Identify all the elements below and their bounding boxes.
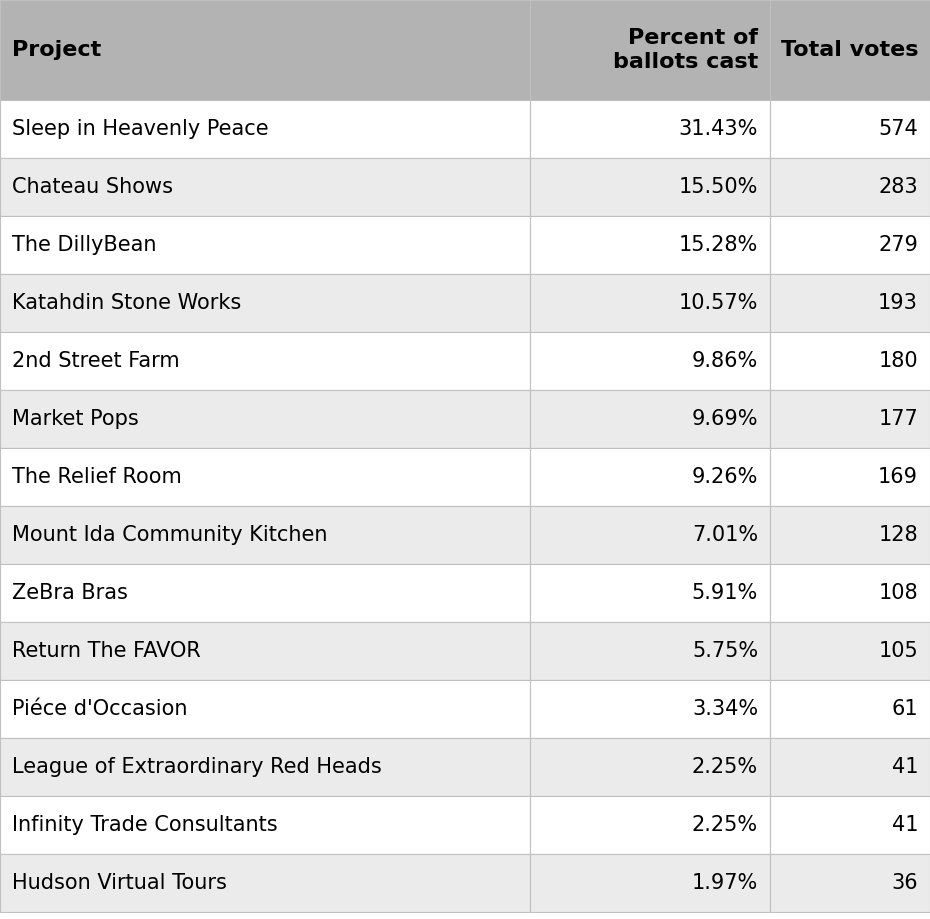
Text: 2nd Street Farm: 2nd Street Farm xyxy=(12,351,179,371)
Text: 36: 36 xyxy=(891,873,918,893)
Text: Chateau Shows: Chateau Shows xyxy=(12,177,173,197)
Bar xyxy=(770,506,930,564)
Text: 574: 574 xyxy=(878,119,918,139)
Text: Infinity Trade Consultants: Infinity Trade Consultants xyxy=(12,815,278,835)
Bar xyxy=(770,622,930,680)
Text: 108: 108 xyxy=(878,583,918,603)
Text: 9.26%: 9.26% xyxy=(692,467,758,487)
Bar xyxy=(530,564,770,622)
Bar xyxy=(0,216,530,274)
Bar xyxy=(530,622,770,680)
Text: Percent of
ballots cast: Percent of ballots cast xyxy=(613,28,758,72)
Text: Return The FAVOR: Return The FAVOR xyxy=(12,641,201,661)
Bar xyxy=(0,854,530,912)
Bar xyxy=(770,390,930,448)
Text: Total votes: Total votes xyxy=(780,40,918,60)
Text: 41: 41 xyxy=(892,757,918,777)
Bar xyxy=(0,622,530,680)
Bar xyxy=(530,158,770,216)
Bar xyxy=(770,158,930,216)
Text: 9.86%: 9.86% xyxy=(692,351,758,371)
Bar xyxy=(770,564,930,622)
Bar xyxy=(0,332,530,390)
Bar xyxy=(770,796,930,854)
Bar xyxy=(770,100,930,158)
Text: 7.01%: 7.01% xyxy=(692,525,758,545)
Text: 61: 61 xyxy=(891,699,918,719)
Bar xyxy=(770,0,930,100)
Text: 177: 177 xyxy=(878,409,918,429)
Text: 283: 283 xyxy=(878,177,918,197)
Bar xyxy=(0,158,530,216)
Text: 15.28%: 15.28% xyxy=(679,235,758,255)
Text: 41: 41 xyxy=(892,815,918,835)
Bar xyxy=(530,796,770,854)
Bar xyxy=(0,274,530,332)
Text: 128: 128 xyxy=(878,525,918,545)
Text: 105: 105 xyxy=(878,641,918,661)
Bar xyxy=(530,506,770,564)
Bar xyxy=(530,390,770,448)
Bar xyxy=(0,100,530,158)
Text: 193: 193 xyxy=(878,293,918,313)
Text: Market Pops: Market Pops xyxy=(12,409,139,429)
Bar xyxy=(0,506,530,564)
Bar xyxy=(0,796,530,854)
Text: 3.34%: 3.34% xyxy=(692,699,758,719)
Bar xyxy=(530,0,770,100)
Text: 15.50%: 15.50% xyxy=(679,177,758,197)
Text: 2.25%: 2.25% xyxy=(692,757,758,777)
Text: 9.69%: 9.69% xyxy=(692,409,758,429)
Bar xyxy=(0,564,530,622)
Text: 5.91%: 5.91% xyxy=(692,583,758,603)
Text: 10.57%: 10.57% xyxy=(679,293,758,313)
Text: The Relief Room: The Relief Room xyxy=(12,467,181,487)
Bar xyxy=(530,216,770,274)
Bar xyxy=(770,448,930,506)
Bar xyxy=(770,274,930,332)
Text: 279: 279 xyxy=(878,235,918,255)
Bar xyxy=(770,680,930,738)
Bar xyxy=(770,738,930,796)
Text: 180: 180 xyxy=(878,351,918,371)
Bar xyxy=(0,448,530,506)
Text: ZeBra Bras: ZeBra Bras xyxy=(12,583,127,603)
Text: The DillyBean: The DillyBean xyxy=(12,235,156,255)
Text: Piéce d'Occasion: Piéce d'Occasion xyxy=(12,699,188,719)
Text: 31.43%: 31.43% xyxy=(679,119,758,139)
Bar xyxy=(0,0,530,100)
Bar xyxy=(0,680,530,738)
Text: Project: Project xyxy=(12,40,101,60)
Text: Mount Ida Community Kitchen: Mount Ida Community Kitchen xyxy=(12,525,327,545)
Bar xyxy=(530,680,770,738)
Bar xyxy=(530,332,770,390)
Text: 5.75%: 5.75% xyxy=(692,641,758,661)
Bar xyxy=(0,738,530,796)
Text: Hudson Virtual Tours: Hudson Virtual Tours xyxy=(12,873,227,893)
Bar xyxy=(530,100,770,158)
Text: 1.97%: 1.97% xyxy=(692,873,758,893)
Text: Sleep in Heavenly Peace: Sleep in Heavenly Peace xyxy=(12,119,269,139)
Bar xyxy=(0,390,530,448)
Bar xyxy=(530,448,770,506)
Text: 2.25%: 2.25% xyxy=(692,815,758,835)
Text: League of Extraordinary Red Heads: League of Extraordinary Red Heads xyxy=(12,757,381,777)
Bar xyxy=(530,854,770,912)
Text: Katahdin Stone Works: Katahdin Stone Works xyxy=(12,293,241,313)
Bar xyxy=(770,332,930,390)
Text: 169: 169 xyxy=(878,467,918,487)
Bar xyxy=(530,738,770,796)
Bar xyxy=(530,274,770,332)
Bar xyxy=(770,216,930,274)
Bar xyxy=(770,854,930,912)
